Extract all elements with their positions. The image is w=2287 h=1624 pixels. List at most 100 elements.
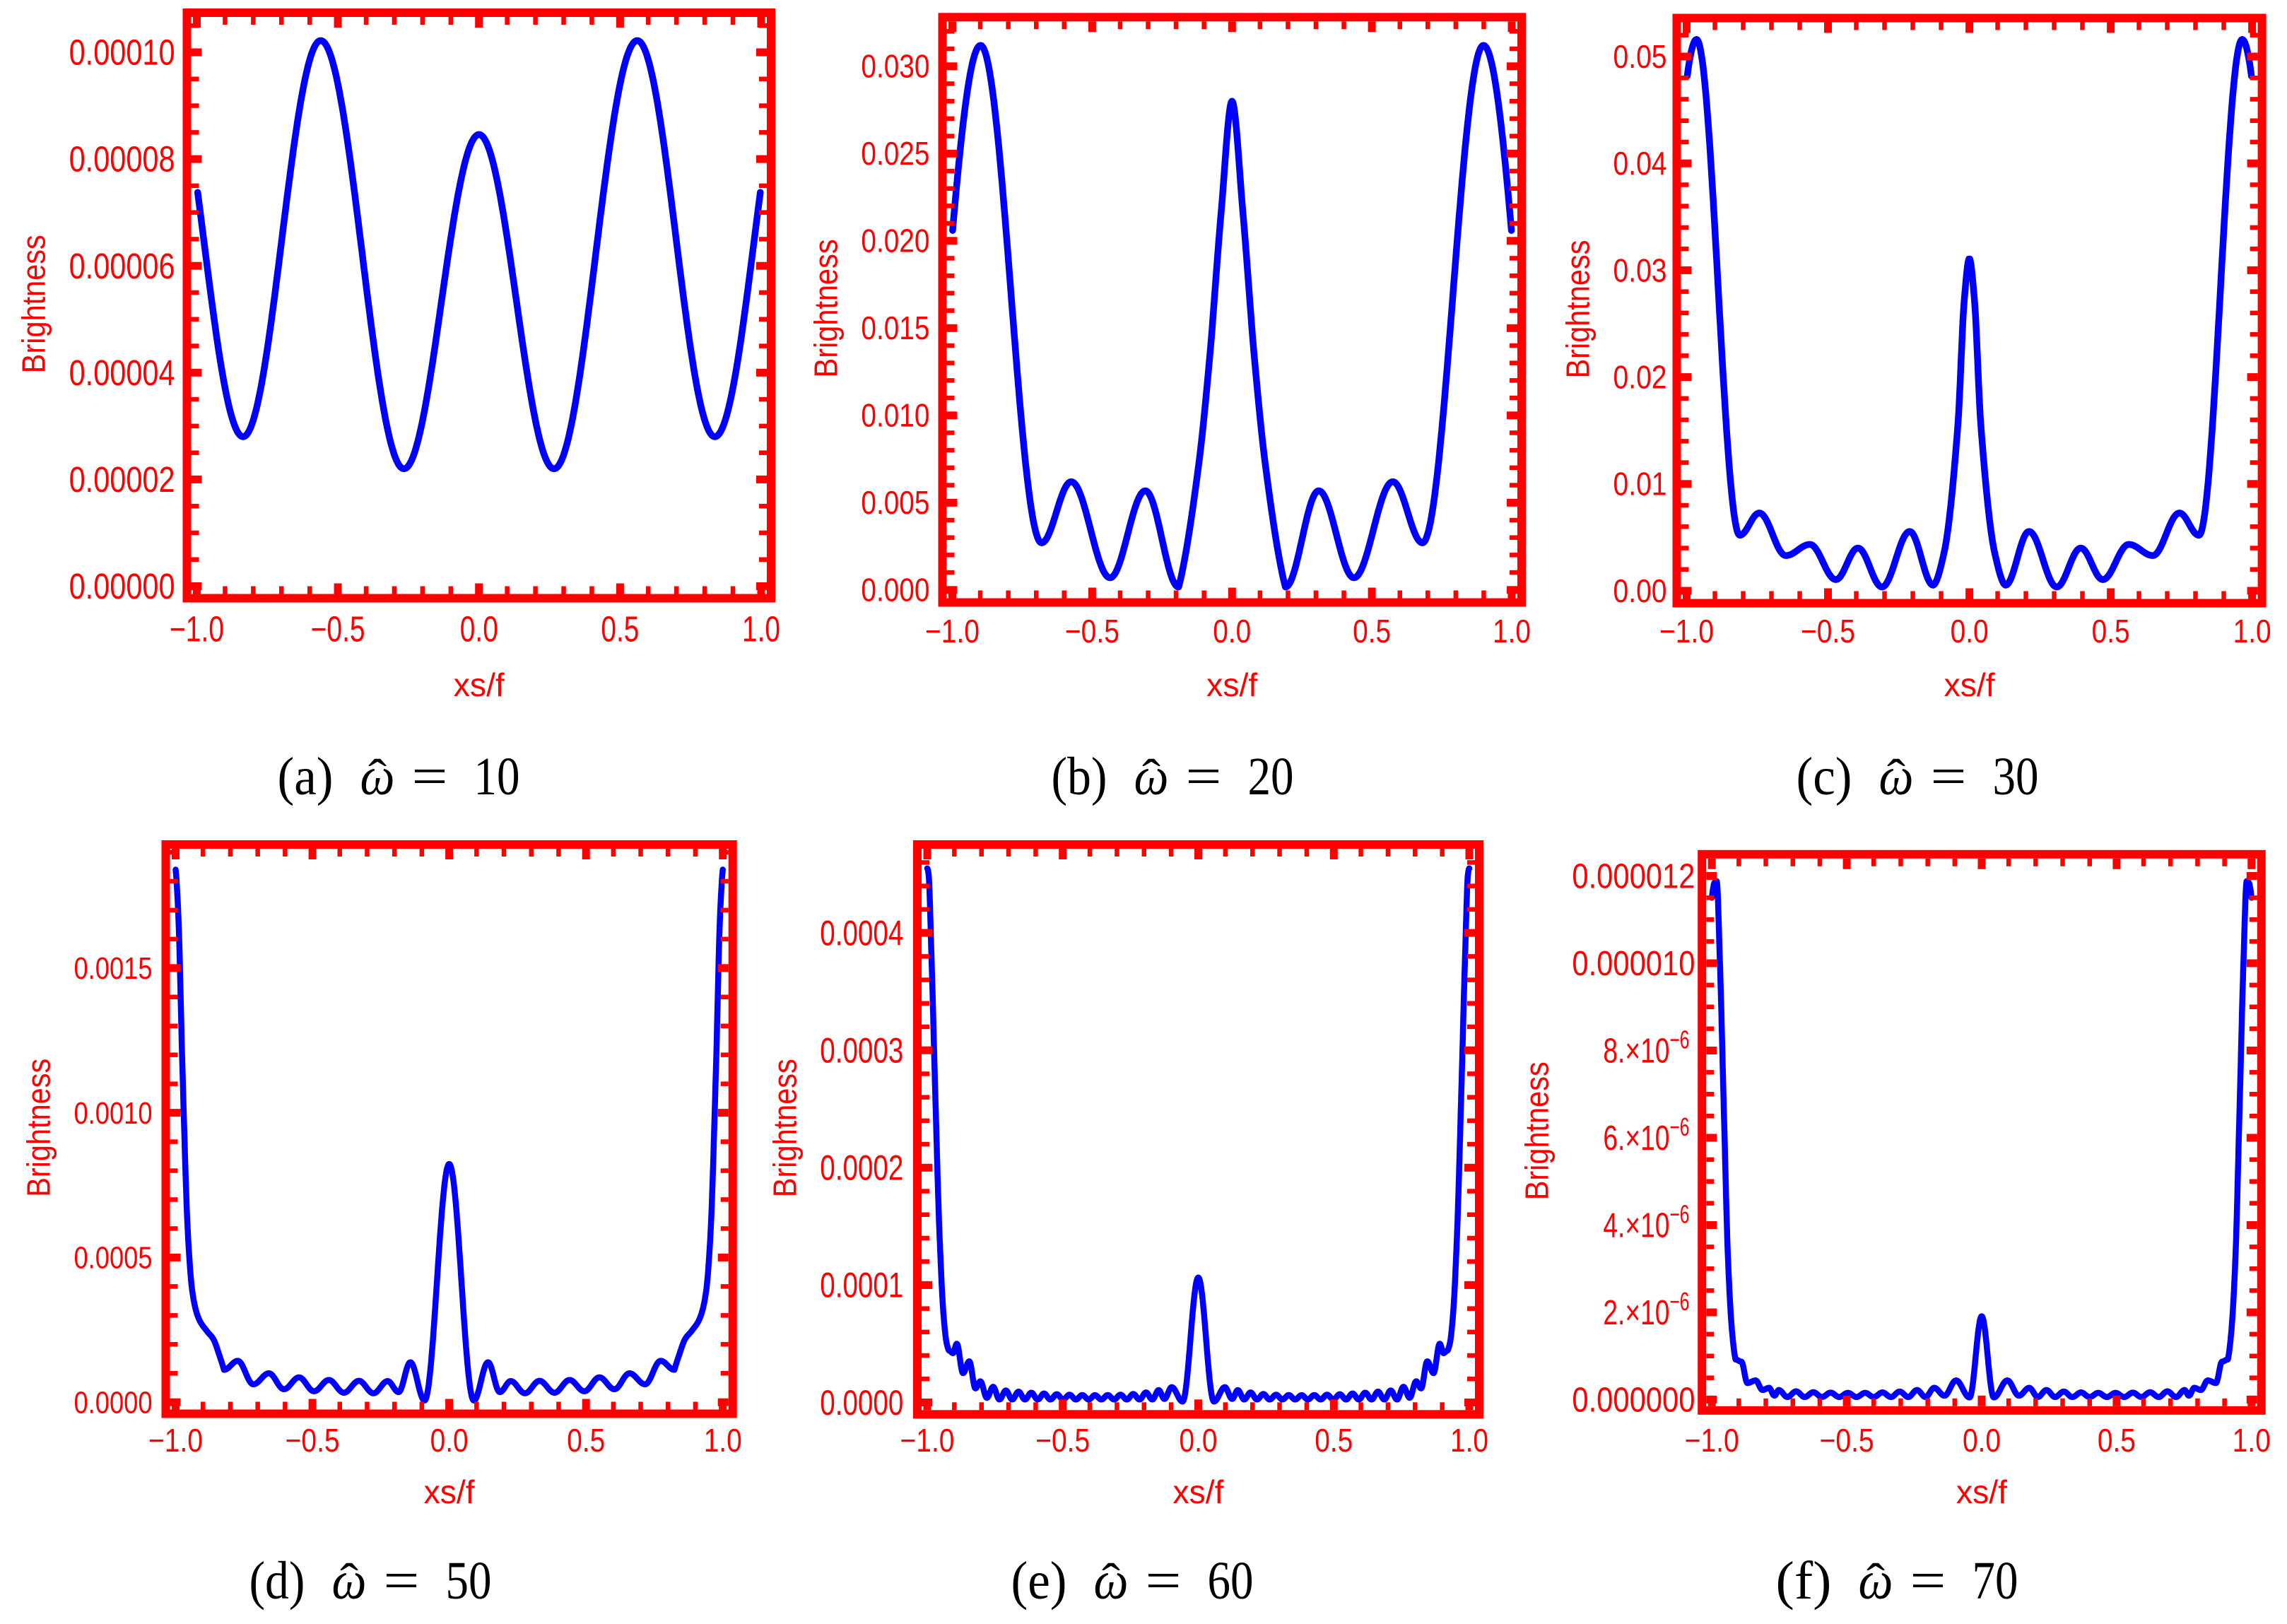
svg-text:ˆ: ˆ <box>368 749 387 803</box>
svg-text:−0.5: −0.5 <box>311 609 365 649</box>
svg-text:30: 30 <box>1993 747 2039 806</box>
svg-text:0.00010: 0.00010 <box>69 33 175 73</box>
svg-text:0.5: 0.5 <box>1353 613 1391 649</box>
svg-text:−1.0: −1.0 <box>170 609 224 649</box>
svg-text:=: = <box>1931 747 1967 806</box>
svg-text:8.×10−6: 8.×10−6 <box>1603 1025 1689 1070</box>
svg-text:−1.0: −1.0 <box>1685 1422 1739 1459</box>
svg-text:0.000010: 0.000010 <box>1572 945 1695 983</box>
svg-text:ω: ω <box>1134 747 1169 806</box>
svg-text:=: = <box>1186 747 1222 806</box>
svg-text:0.005: 0.005 <box>861 484 929 521</box>
svg-text:0.5: 0.5 <box>2098 1422 2136 1459</box>
svg-text:60: 60 <box>1208 1551 1254 1611</box>
svg-text:0.00008: 0.00008 <box>69 139 175 180</box>
svg-text:0.05: 0.05 <box>1613 38 1667 75</box>
svg-text:0.0: 0.0 <box>460 609 498 649</box>
svg-text:−0.5: −0.5 <box>1065 613 1119 649</box>
svg-text:1.0: 1.0 <box>1493 613 1531 649</box>
svg-text:1.0: 1.0 <box>704 1422 742 1459</box>
svg-text:0.0001: 0.0001 <box>820 1266 903 1305</box>
svg-text:−0.5: −0.5 <box>1035 1422 1090 1459</box>
svg-text:=: = <box>1910 1551 1946 1611</box>
svg-text:0.5: 0.5 <box>601 609 639 649</box>
svg-text:0.0015: 0.0015 <box>74 951 153 986</box>
svg-text:xs/f: xs/f <box>424 1473 475 1510</box>
svg-text:=: = <box>384 1551 420 1611</box>
svg-text:2.×10−6: 2.×10−6 <box>1603 1287 1689 1332</box>
svg-text:0.0: 0.0 <box>1180 1422 1218 1459</box>
svg-text:1.0: 1.0 <box>1450 1422 1488 1459</box>
svg-text:0.000: 0.000 <box>861 572 929 608</box>
svg-text:6.×10−6: 6.×10−6 <box>1603 1112 1689 1158</box>
svg-text:(d): (d) <box>249 1551 305 1611</box>
svg-text:0.000012: 0.000012 <box>1572 857 1695 895</box>
svg-text:0.00000: 0.00000 <box>69 566 175 606</box>
svg-text:20: 20 <box>1248 747 1294 806</box>
svg-text:−1.0: −1.0 <box>900 1422 955 1459</box>
svg-text:0.0: 0.0 <box>430 1422 469 1459</box>
svg-text:(a): (a) <box>278 747 334 806</box>
svg-text:xs/f: xs/f <box>454 666 505 703</box>
svg-text:ˆ: ˆ <box>1142 749 1160 803</box>
svg-text:(b): (b) <box>1052 747 1107 806</box>
svg-text:xs/f: xs/f <box>1173 1473 1224 1510</box>
svg-text:0.0000: 0.0000 <box>74 1385 153 1420</box>
svg-text:xs/f: xs/f <box>1956 1473 2007 1510</box>
svg-text:0.0: 0.0 <box>1213 613 1251 649</box>
svg-text:ω: ω <box>332 1551 367 1611</box>
svg-text:10: 10 <box>474 747 520 806</box>
svg-text:0.0: 0.0 <box>1951 613 1989 649</box>
svg-text:0.5: 0.5 <box>2092 613 2130 649</box>
svg-text:ˆ: ˆ <box>1102 1553 1120 1607</box>
svg-text:0.015: 0.015 <box>861 310 929 346</box>
svg-text:50: 50 <box>446 1551 492 1611</box>
svg-text:−1.0: −1.0 <box>148 1422 203 1459</box>
svg-text:0.0005: 0.0005 <box>74 1241 153 1276</box>
svg-text:−1.0: −1.0 <box>925 613 980 649</box>
svg-text:Brightness: Brightness <box>20 1059 57 1197</box>
svg-text:0.01: 0.01 <box>1613 466 1667 502</box>
svg-text:=: = <box>412 747 448 806</box>
svg-text:0.00004: 0.00004 <box>69 353 175 393</box>
svg-text:0.0010: 0.0010 <box>74 1096 153 1131</box>
svg-text:ω: ω <box>1859 1551 1893 1611</box>
svg-text:0.0000: 0.0000 <box>820 1383 903 1423</box>
svg-text:Brightness: Brightness <box>1518 1061 1555 1200</box>
svg-text:xs/f: xs/f <box>1944 666 1995 703</box>
svg-text:ω: ω <box>360 747 395 806</box>
svg-text:−1.0: −1.0 <box>1659 613 1714 649</box>
svg-text:0.00002: 0.00002 <box>69 459 175 500</box>
svg-text:1.0: 1.0 <box>2233 613 2271 649</box>
svg-text:(e): (e) <box>1011 1551 1067 1611</box>
svg-text:0.0004: 0.0004 <box>820 913 903 953</box>
svg-text:0.0002: 0.0002 <box>820 1148 903 1188</box>
svg-text:1.0: 1.0 <box>742 609 780 649</box>
svg-text:0.010: 0.010 <box>861 397 929 434</box>
svg-text:−0.5: −0.5 <box>1820 1422 1874 1459</box>
svg-text:0.030: 0.030 <box>861 48 929 85</box>
svg-text:−0.5: −0.5 <box>286 1422 340 1459</box>
svg-text:1.0: 1.0 <box>2233 1422 2271 1459</box>
svg-text:Brightness: Brightness <box>766 1059 803 1197</box>
svg-text:0.5: 0.5 <box>1315 1422 1353 1459</box>
svg-text:Brightness: Brightness <box>807 239 844 377</box>
svg-text:0.0: 0.0 <box>1963 1422 2001 1459</box>
svg-text:0.0003: 0.0003 <box>820 1031 903 1071</box>
svg-text:0.025: 0.025 <box>861 135 929 172</box>
svg-text:0.00: 0.00 <box>1613 572 1667 609</box>
svg-text:ˆ: ˆ <box>1887 749 1905 803</box>
svg-text:0.03: 0.03 <box>1613 252 1667 288</box>
svg-text:(c): (c) <box>1797 747 1852 806</box>
svg-text:=: = <box>1146 1551 1182 1611</box>
svg-text:Brightness: Brightness <box>1560 240 1597 379</box>
svg-text:xs/f: xs/f <box>1206 666 1257 703</box>
svg-text:0.04: 0.04 <box>1613 145 1667 182</box>
svg-text:ω: ω <box>1094 1551 1129 1611</box>
svg-text:0.02: 0.02 <box>1613 359 1667 396</box>
svg-text:ˆ: ˆ <box>1866 1553 1885 1607</box>
svg-text:70: 70 <box>1973 1551 2018 1611</box>
svg-text:ω: ω <box>1879 747 1914 806</box>
svg-text:−0.5: −0.5 <box>1801 613 1855 649</box>
svg-text:(f): (f) <box>1776 1551 1832 1611</box>
